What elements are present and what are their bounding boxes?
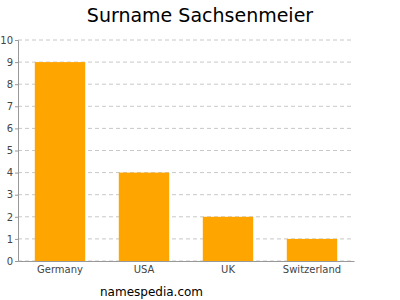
y-tick-label: 5 (7, 145, 13, 156)
grid-line (18, 40, 354, 41)
y-tick-label: 9 (7, 57, 13, 68)
bars (35, 62, 337, 261)
bar (119, 173, 169, 261)
y-tick-label: 8 (7, 79, 13, 90)
x-tick: Switzerland (283, 261, 341, 275)
x-tick-label: USA (134, 264, 155, 275)
y-tick-mark (15, 40, 18, 41)
x-tick: Germany (37, 261, 83, 275)
bar (287, 239, 337, 261)
y-tick-label: 6 (7, 123, 13, 134)
x-tick-label: Switzerland (283, 264, 341, 275)
x-tick: UK (221, 261, 235, 275)
y-tick: 1 (7, 234, 18, 245)
y-tick: 10 (0, 35, 18, 46)
y-tick-label: 2 (7, 212, 13, 223)
y-tick-mark (15, 173, 18, 174)
y-tick-label: 7 (7, 101, 13, 112)
y-tick-mark (15, 217, 18, 218)
y-tick: 6 (7, 123, 18, 134)
y-tick-mark (15, 261, 18, 262)
y-axis: 0 1 2 3 4 5 6 7 8 9 10 (0, 35, 18, 267)
y-tick-label: 3 (7, 189, 13, 200)
y-tick-mark (15, 106, 18, 107)
x-tick: USA (134, 261, 155, 275)
x-tick-label: Germany (37, 264, 83, 275)
y-tick-mark (15, 195, 18, 196)
x-tick-label: UK (221, 264, 235, 275)
y-tick-mark (15, 84, 18, 85)
y-tick-mark (15, 62, 18, 63)
bar (35, 62, 85, 261)
x-axis-line (19, 261, 355, 262)
y-tick-label: 4 (7, 167, 13, 178)
y-tick: 0 (7, 256, 18, 267)
grid (18, 40, 354, 261)
y-tick-label: 1 (7, 234, 13, 245)
bar (203, 217, 253, 261)
y-tick-mark (15, 128, 18, 129)
y-tick-mark (15, 239, 18, 240)
y-tick-mark (15, 151, 18, 152)
y-tick: 9 (7, 57, 18, 68)
y-tick: 2 (7, 212, 18, 223)
chart: 0 1 2 3 4 5 6 7 8 9 10 Germany USA UK Switzerland Surna… (0, 0, 400, 300)
annotation: namespedia.com (100, 285, 203, 299)
y-axis-line (15, 41, 19, 262)
y-tick-label: 10 (0, 35, 13, 46)
y-tick: 7 (7, 101, 18, 112)
y-tick-label: 0 (7, 256, 13, 267)
x-axis: Germany USA UK Switzerland (19, 261, 355, 275)
y-tick: 4 (7, 167, 18, 178)
title: Surname Sachsenmeier (87, 4, 313, 26)
y-tick: 8 (7, 79, 18, 90)
y-tick: 5 (7, 145, 18, 156)
y-tick: 3 (7, 189, 18, 200)
